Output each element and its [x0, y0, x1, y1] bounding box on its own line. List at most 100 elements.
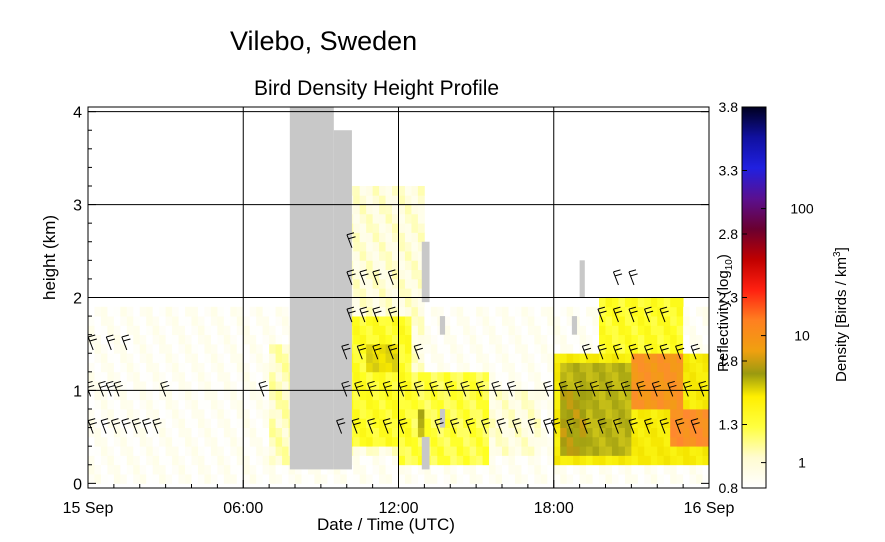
heat-cell: [592, 325, 600, 336]
heat-cell: [366, 269, 374, 280]
heat-cell: [256, 446, 264, 456]
heat-cell: [353, 185, 361, 196]
x-tick-label: 06:00: [223, 500, 263, 517]
heat-cell: [676, 371, 684, 382]
heat-cell: [185, 371, 192, 382]
heat-cell: [430, 474, 438, 484]
heat-cell: [508, 464, 516, 475]
heat-cell: [624, 306, 632, 317]
heat-cell: [566, 418, 574, 428]
heat-cell: [107, 325, 115, 336]
heat-cell: [611, 390, 619, 401]
heat-cell: [599, 390, 606, 401]
heat-cell: [320, 474, 328, 484]
wind-barb-flag: [605, 380, 613, 384]
heat-cell: [372, 362, 380, 373]
heat-cell: [489, 436, 496, 447]
heat-cell: [282, 316, 289, 326]
heat-cell: [527, 334, 535, 345]
heat-cell: [657, 474, 665, 484]
heat-cell: [217, 306, 225, 317]
heat-cell: [217, 446, 225, 456]
heat-cell: [514, 325, 522, 336]
heat-cell: [379, 418, 386, 428]
heat-cell: [126, 390, 134, 401]
heat-cell: [100, 455, 108, 466]
heat-cell: [126, 427, 134, 438]
heat-cell: [476, 390, 483, 401]
heat-cell: [185, 399, 192, 410]
heat-cell: [417, 288, 425, 298]
heat-cell: [495, 316, 503, 326]
heat-cell: [120, 325, 128, 336]
heat-cell: [586, 427, 593, 438]
heat-cell: [482, 381, 490, 391]
heat-cell: [372, 334, 380, 345]
heat-cell: [495, 399, 503, 410]
heat-cell: [359, 409, 367, 419]
heat-cell: [126, 399, 134, 410]
heat-cell: [456, 362, 464, 373]
heat-cell: [527, 474, 535, 484]
heat-cell: [236, 343, 244, 354]
heat-cell: [696, 427, 703, 438]
heat-cell: [236, 464, 244, 475]
heat-cell: [534, 390, 542, 401]
heat-cell: [139, 474, 147, 484]
heat-cell: [385, 213, 393, 224]
heat-cell: [172, 474, 179, 484]
wind-barb-flag: [599, 347, 607, 351]
heat-cell: [230, 316, 238, 326]
heat-cell: [372, 297, 380, 308]
heat-cell: [88, 474, 95, 484]
wind-barb-flag: [568, 422, 576, 426]
heat-cell: [223, 316, 231, 326]
heat-cell: [404, 185, 412, 196]
wind-barb-flag: [369, 422, 377, 426]
heat-cell: [450, 399, 458, 410]
heat-cell: [469, 371, 477, 382]
wind-barb-shaft: [367, 420, 374, 434]
heat-cell: [249, 362, 257, 373]
heat-cell: [631, 371, 639, 382]
heat-cell: [275, 343, 283, 354]
heat-cell: [611, 446, 619, 456]
heat-cell: [683, 464, 690, 475]
wind-barb: [566, 418, 576, 434]
heat-cell: [560, 427, 568, 438]
heat-cell: [256, 436, 264, 447]
heat-cell: [133, 343, 141, 354]
heat-cell: [359, 362, 367, 373]
heat-cell: [288, 474, 296, 484]
heat-cell: [618, 325, 626, 336]
heat-cell: [495, 427, 503, 438]
heat-cell: [657, 362, 665, 373]
heat-cell: [353, 353, 361, 363]
heat-cell: [631, 455, 639, 466]
wind-barb-flag: [143, 422, 152, 426]
heat-cell: [392, 362, 399, 373]
heat-cell: [178, 343, 186, 354]
heat-cell: [404, 381, 412, 391]
heat-cell: [463, 316, 471, 326]
heat-cell: [282, 306, 289, 317]
heat-cell: [230, 390, 238, 401]
wind-barb-flag: [597, 418, 606, 422]
heat-cell: [197, 474, 205, 484]
heat-cell: [243, 399, 251, 410]
heat-cell: [256, 334, 264, 345]
heat-cell: [689, 409, 697, 419]
heat-cell: [366, 204, 374, 215]
heat-cell: [230, 306, 238, 317]
wind-barb: [597, 306, 607, 323]
heat-cell: [553, 316, 561, 326]
heat-cell: [107, 464, 115, 475]
wind-barb-flag: [142, 418, 150, 422]
heat-cell: [527, 306, 535, 317]
heat-cell: [469, 306, 477, 317]
heat-cell: [404, 446, 412, 456]
heat-cell: [398, 436, 406, 447]
wind-barb-flag: [445, 380, 453, 384]
heat-cell: [534, 418, 542, 428]
heat-cell: [702, 455, 709, 466]
